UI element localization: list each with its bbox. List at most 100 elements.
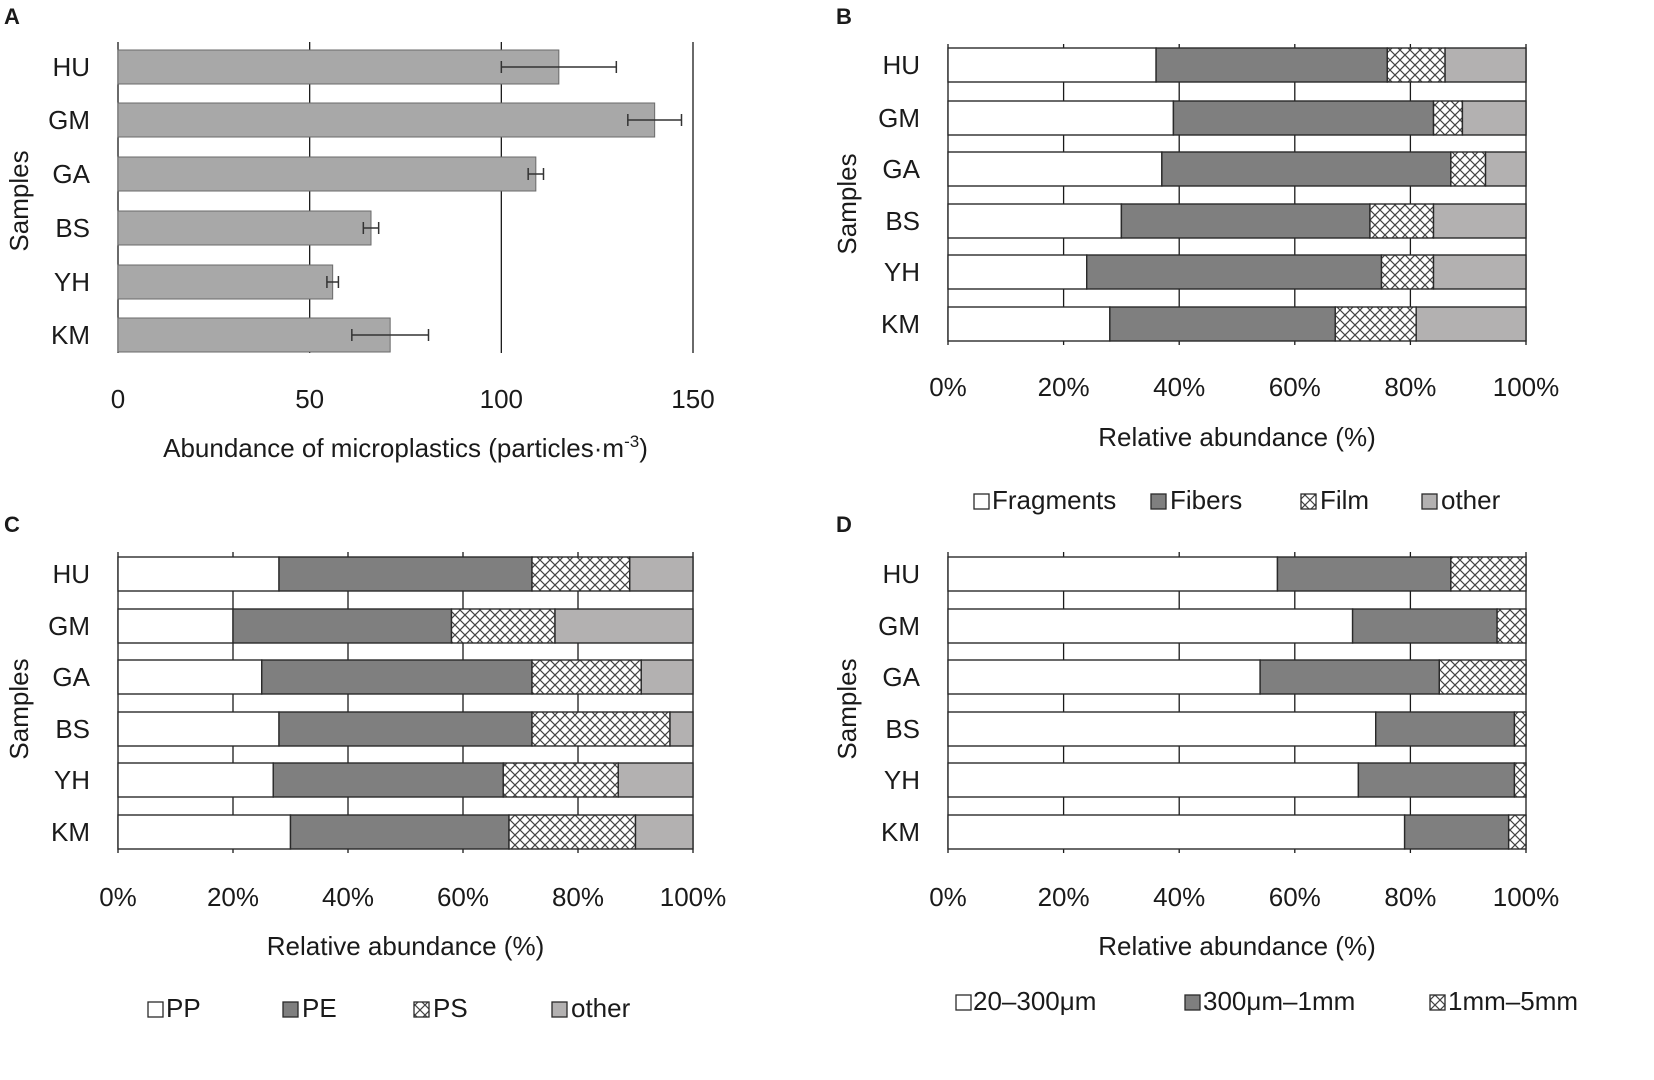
category-label: GM bbox=[878, 103, 920, 133]
category-label: GM bbox=[48, 105, 90, 135]
legend-swatch bbox=[1421, 493, 1438, 510]
bar-segment bbox=[261, 659, 533, 695]
bar-segment bbox=[117, 762, 274, 798]
x-tick-label: 100% bbox=[1493, 372, 1560, 402]
legend-swatch bbox=[551, 1001, 568, 1018]
category-label: KM bbox=[51, 817, 90, 847]
bar-segment bbox=[1351, 608, 1498, 644]
bar-segment bbox=[117, 608, 234, 644]
category-label: HU bbox=[882, 50, 920, 80]
category-label: YH bbox=[884, 257, 920, 287]
bar-segment bbox=[947, 608, 1354, 644]
bar-segment bbox=[947, 203, 1123, 239]
x-tick-label: 60% bbox=[1269, 372, 1321, 402]
category-label: BS bbox=[55, 714, 90, 744]
x-tick-label: 40% bbox=[1153, 882, 1205, 912]
legend-label: 1mm–5mm bbox=[1448, 986, 1578, 1016]
bar-segment bbox=[232, 608, 453, 644]
bar-segment bbox=[1507, 814, 1527, 850]
bar-segment bbox=[1259, 659, 1440, 695]
panel-d: D HU GM GA BS YH KM 0% 20% 40% 60% 80% 100% Relative … bbox=[832, 512, 1578, 1016]
legend-label: 300μm–1mm bbox=[1203, 986, 1355, 1016]
panel-letter-a: A bbox=[4, 4, 20, 29]
bar-segment bbox=[1415, 306, 1527, 342]
x-tick-label: 80% bbox=[1384, 372, 1436, 402]
legend-label: PP bbox=[166, 993, 201, 1023]
panel-letter-b: B bbox=[836, 4, 852, 29]
bar-segment bbox=[1380, 254, 1435, 290]
bar-segment bbox=[1155, 47, 1388, 83]
x-tick-label: 100% bbox=[1493, 882, 1560, 912]
x-axis-label: Relative abundance (%) bbox=[1098, 931, 1376, 961]
x-tick-label: 0 bbox=[111, 384, 125, 414]
bar-segment bbox=[1161, 151, 1452, 187]
bar-segment bbox=[1403, 814, 1510, 850]
bar-segment bbox=[531, 556, 631, 592]
category-label: KM bbox=[51, 320, 90, 350]
bar-segment bbox=[117, 659, 263, 695]
bar-segment bbox=[1334, 306, 1417, 342]
x-tick-label: 50 bbox=[295, 384, 324, 414]
bar-segment bbox=[508, 814, 637, 850]
bar-segment bbox=[278, 711, 533, 747]
bar-segment bbox=[669, 711, 694, 747]
bar-segment bbox=[450, 608, 556, 644]
bar-segment bbox=[1369, 203, 1435, 239]
legend-swatch bbox=[147, 1001, 164, 1018]
x-axis-label: Abundance of microplastics (particles·m-… bbox=[163, 432, 648, 463]
bar-segment bbox=[1432, 203, 1527, 239]
x-tick-label: 20% bbox=[1038, 372, 1090, 402]
x-tick-label: 40% bbox=[322, 882, 374, 912]
y-axis-label: Samples bbox=[4, 150, 34, 251]
bar-segment bbox=[947, 659, 1261, 695]
bar-segment bbox=[289, 814, 510, 850]
bar bbox=[117, 210, 372, 246]
bar-segment bbox=[640, 659, 694, 695]
category-label: HU bbox=[52, 559, 90, 589]
legend-label: other bbox=[1441, 485, 1501, 515]
x-axis-label-superscript: -3 bbox=[624, 432, 639, 451]
panel-letter-c: C bbox=[4, 512, 20, 537]
category-label: BS bbox=[885, 206, 920, 236]
bar-segment bbox=[1513, 711, 1527, 747]
y-axis-label: Samples bbox=[832, 658, 862, 759]
legend-swatch bbox=[955, 994, 972, 1011]
x-axis-label: Relative abundance (%) bbox=[1098, 422, 1376, 452]
legend-label: Fragments bbox=[992, 485, 1116, 515]
x-tick-label: 0% bbox=[99, 882, 137, 912]
legend-label: Fibers bbox=[1170, 485, 1242, 515]
bar bbox=[117, 317, 391, 353]
bar-segment bbox=[617, 762, 694, 798]
x-axis-label-close: ) bbox=[639, 433, 648, 463]
bar-segment bbox=[117, 711, 280, 747]
bar-segment bbox=[947, 711, 1377, 747]
bar-segment bbox=[117, 814, 292, 850]
legend-label: PE bbox=[302, 993, 337, 1023]
bar-segment bbox=[947, 100, 1175, 136]
bar bbox=[117, 49, 560, 85]
x-tick-label: 100% bbox=[660, 882, 727, 912]
bar-segment bbox=[947, 47, 1157, 83]
bar bbox=[117, 264, 334, 300]
x-tick-label: 150 bbox=[671, 384, 714, 414]
x-tick-label: 20% bbox=[207, 882, 259, 912]
legend-swatch bbox=[1150, 493, 1167, 510]
bar-segment bbox=[278, 556, 533, 592]
x-tick-label: 20% bbox=[1038, 882, 1090, 912]
bar-segment bbox=[1432, 100, 1464, 136]
bar-segment bbox=[117, 556, 280, 592]
bar bbox=[117, 102, 656, 138]
panel-b: B HU GM GA BS YH KM 0% 20% 40% 60% 80% 100% Relative … bbox=[832, 4, 1559, 515]
legend-swatch bbox=[413, 1001, 430, 1018]
bar-segment bbox=[531, 711, 671, 747]
bar-segment bbox=[531, 659, 642, 695]
category-label: HU bbox=[882, 559, 920, 589]
bar-segment bbox=[1484, 151, 1527, 187]
bar-segment bbox=[1513, 762, 1527, 798]
bar-segment bbox=[502, 762, 619, 798]
bar-segment bbox=[1276, 556, 1452, 592]
panel-a: A HU GM GA BS YH KM 0 50 100 150 Abundance of micro… bbox=[4, 4, 715, 463]
x-tick-label: 60% bbox=[1269, 882, 1321, 912]
bar-segment bbox=[1375, 711, 1516, 747]
